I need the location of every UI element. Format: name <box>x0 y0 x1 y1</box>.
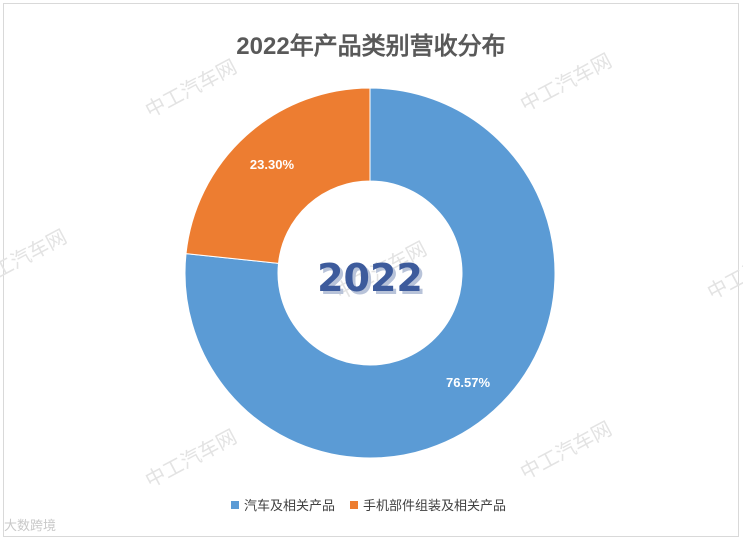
data-label-2: 23.30% <box>250 157 295 172</box>
chart-frame <box>3 3 739 537</box>
watermark-2: 中工汽车网 <box>516 48 616 116</box>
watermark-3: 中工汽车网 <box>0 224 71 292</box>
watermark-6: 中工汽车网 <box>141 424 241 492</box>
data-label-group: 76.57% 23.30% <box>250 157 491 390</box>
legend: 汽车及相关产品 手机部件组装及相关产品 <box>231 498 506 514</box>
slice-1 <box>184 87 556 459</box>
center-label-shadow: 2022 <box>320 259 426 303</box>
watermark-7: 中工汽车网 <box>516 416 616 484</box>
watermark-5: 中工汽车网 <box>703 236 743 304</box>
center-label: 2022 <box>317 256 423 300</box>
corner-logo: 大数跨境 <box>4 519 57 534</box>
slice-2 <box>185 87 371 264</box>
data-label-1: 76.57% <box>446 375 491 390</box>
legend-label-1: 汽车及相关产品 <box>244 498 335 514</box>
legend-swatch-2 <box>350 501 358 509</box>
legend-label-2: 手机部件组装及相关产品 <box>363 499 506 514</box>
watermark-1: 中工汽车网 <box>141 54 241 122</box>
legend-swatch-1 <box>231 501 239 509</box>
chart-title: 2022年产品类别营收分布 <box>236 32 505 60</box>
slice-group <box>184 87 556 459</box>
